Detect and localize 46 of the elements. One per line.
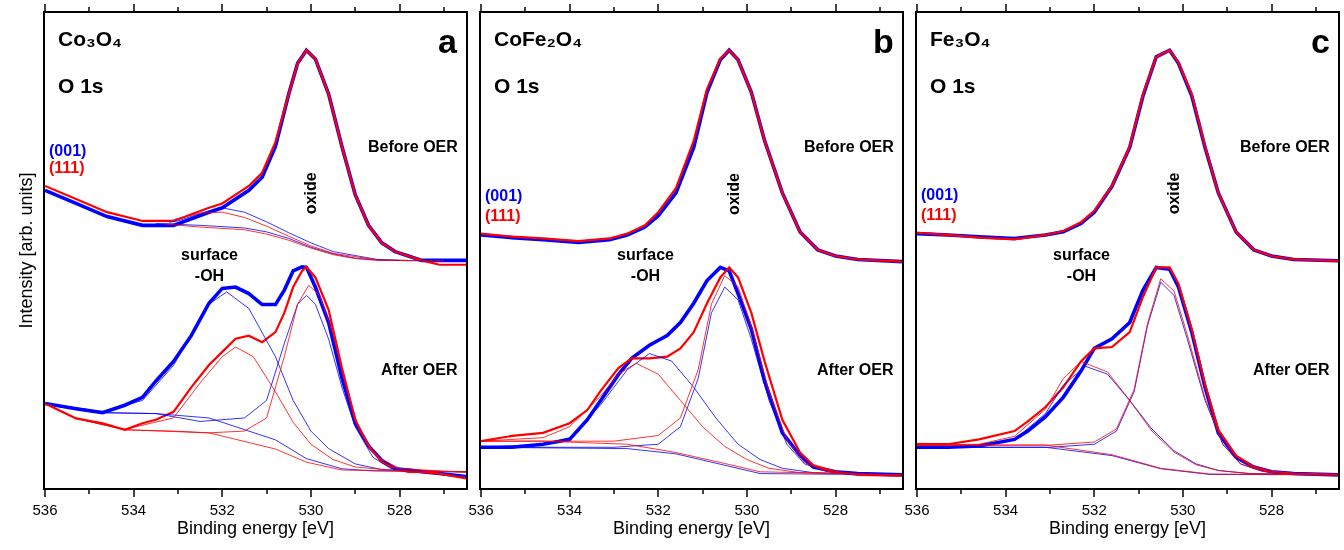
x-tick-label: 534 [993, 501, 1019, 518]
x-tick-label: 536 [32, 501, 58, 518]
x-tick-label: 534 [557, 501, 583, 518]
x-tick-label: 530 [1170, 501, 1196, 518]
x-tick-label: 532 [1081, 501, 1107, 518]
annotation: Before OER [1240, 138, 1331, 155]
x-tick-label: 532 [645, 501, 671, 518]
annotation: After OER [817, 361, 894, 378]
x-tick-label: 530 [298, 501, 324, 518]
annotation: surface -OH [617, 246, 675, 284]
annotation: a [438, 22, 458, 60]
text: O 1s [494, 74, 540, 97]
annotation: After OER [381, 361, 458, 378]
text: O 1s [930, 74, 976, 97]
chart-title: Fe₃O₄ [930, 27, 991, 50]
annotation: Before OER [368, 138, 459, 155]
annotation: After OER [1253, 361, 1330, 378]
series-label: (001) [921, 186, 959, 203]
annotation: surface -OH [1053, 246, 1111, 284]
annotation: b [873, 22, 894, 60]
x-tick-label: 536 [904, 501, 930, 518]
x-tick-label: 536 [468, 501, 494, 518]
annotation: oxide [302, 172, 320, 215]
x-tick-label: 528 [1259, 501, 1285, 518]
annotation: surface -OH [181, 246, 239, 284]
series-label: (111) [485, 207, 521, 224]
series-label: (111) [921, 206, 957, 223]
series-label: (001) [485, 187, 523, 204]
text: O 1s [58, 74, 104, 97]
x-tick-label: 528 [823, 501, 849, 518]
annotation: c [1311, 22, 1330, 60]
chart-title: Co₃O₄ [58, 27, 123, 50]
series-label: (001) [49, 142, 87, 159]
y-axis-title: Intensity [arb. units] [15, 172, 36, 329]
x-tick-label: 532 [209, 501, 235, 518]
x-axis-title: Binding energy [eV] [176, 518, 335, 538]
x-tick-label: 530 [734, 501, 760, 518]
x-axis-title: Binding energy [eV] [1048, 518, 1207, 538]
annotation: oxide [1165, 172, 1183, 215]
x-tick-label: 534 [121, 501, 147, 518]
chart-title: CoFe₂O₄ [494, 27, 583, 50]
x-axis-title: Binding energy [eV] [612, 518, 771, 538]
annotation: oxide [724, 172, 742, 215]
x-tick-label: 528 [387, 501, 413, 518]
series-label: (111) [49, 159, 85, 176]
annotation: Before OER [804, 138, 895, 155]
